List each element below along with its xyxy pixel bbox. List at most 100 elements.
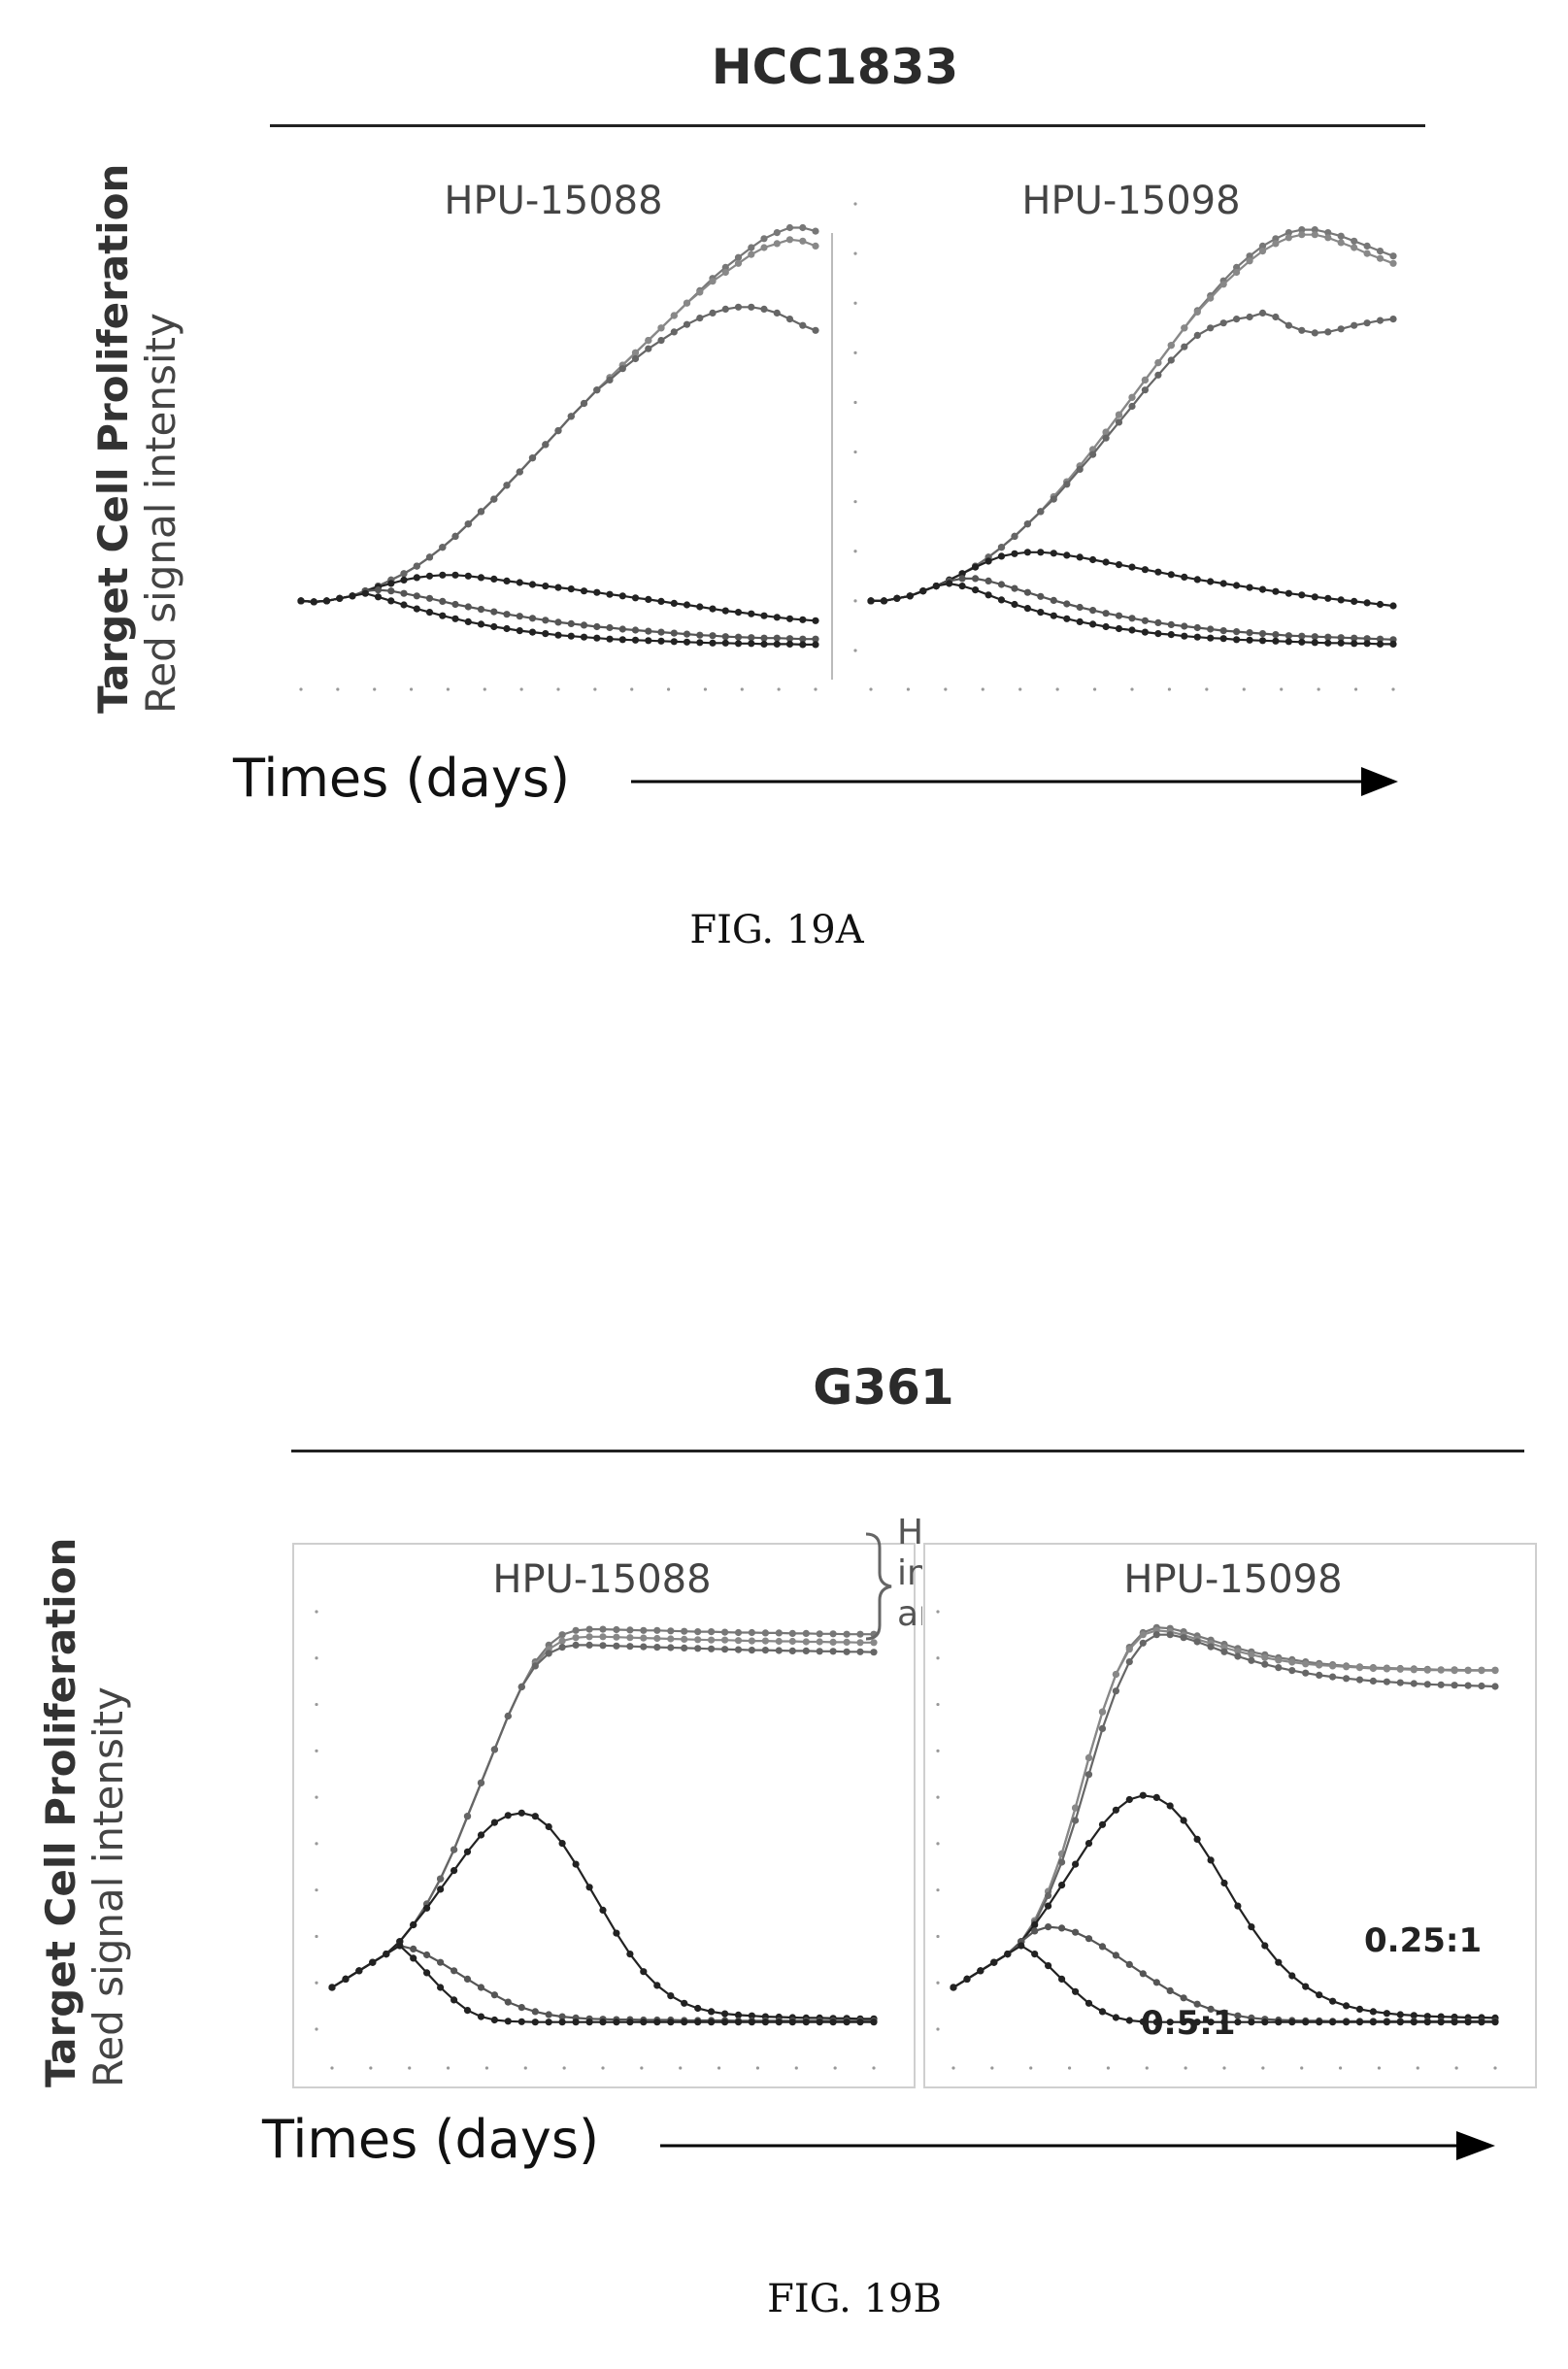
data-point <box>856 1630 864 1638</box>
data-point <box>1363 635 1371 643</box>
data-point <box>1311 231 1318 239</box>
data-point <box>1464 1682 1472 1689</box>
data-point <box>528 628 537 636</box>
data-point <box>599 1633 607 1641</box>
data-point <box>423 1951 431 1959</box>
x-tick-mark <box>562 2066 566 2070</box>
data-point <box>1233 636 1241 644</box>
data-point <box>1125 1960 1133 1968</box>
data-point <box>1193 1638 1201 1646</box>
data-point <box>450 1967 458 1975</box>
data-point <box>1031 1951 1039 1958</box>
data-point <box>542 583 550 590</box>
data-point <box>1288 1658 1296 1666</box>
data-point <box>599 2019 607 2026</box>
series-5 <box>297 589 819 649</box>
data-point <box>946 580 953 587</box>
data-point <box>1302 1983 1310 1990</box>
data-point <box>653 1626 661 1634</box>
data-point <box>599 1625 607 1633</box>
data-point <box>567 585 575 593</box>
y-tick-mark <box>936 1656 940 1660</box>
data-point <box>1298 638 1306 646</box>
series-1 <box>297 236 819 606</box>
y-tick-mark <box>853 500 857 504</box>
data-point <box>1115 561 1123 569</box>
data-point <box>1437 2019 1445 2026</box>
data-point <box>413 562 420 570</box>
data-point <box>812 227 819 235</box>
data-point <box>708 1636 716 1644</box>
data-point <box>670 599 678 607</box>
data-point <box>1102 610 1110 617</box>
data-point <box>387 597 395 605</box>
data-point <box>1220 2019 1228 2026</box>
series-line <box>300 226 817 604</box>
data-point <box>1275 1656 1283 1664</box>
data-point <box>761 1629 769 1637</box>
data-point <box>1298 591 1306 599</box>
series-line <box>300 238 817 604</box>
data-point <box>977 1967 984 1975</box>
data-point <box>545 2011 552 2019</box>
data-point <box>1166 2019 1174 2026</box>
y-tick-mark <box>936 1749 940 1752</box>
data-point <box>775 2019 783 2026</box>
data-point <box>1337 232 1345 240</box>
data-point <box>413 592 420 600</box>
data-point <box>1396 1679 1404 1686</box>
data-point <box>1152 2019 1160 2026</box>
x-tick-mark <box>944 687 948 691</box>
data-point <box>1248 2019 1255 2026</box>
data-point <box>843 2019 851 2026</box>
data-point <box>1272 240 1280 248</box>
data-point <box>477 1984 485 1991</box>
data-point <box>1207 1643 1215 1651</box>
data-point <box>1324 594 1332 602</box>
data-point <box>667 1635 675 1643</box>
data-point <box>785 236 794 244</box>
y-tick-mark <box>315 1656 318 1660</box>
data-point <box>1410 2019 1418 2026</box>
data-point <box>1098 1943 1107 1951</box>
data-point <box>1284 632 1292 640</box>
data-point <box>972 563 980 571</box>
y-tick-mark <box>936 2027 940 2031</box>
data-point <box>585 1884 593 1891</box>
data-point <box>631 594 640 602</box>
data-point <box>1180 1634 1187 1642</box>
data-point <box>1154 568 1162 576</box>
x-tick-mark <box>409 687 414 691</box>
data-point <box>349 592 356 600</box>
data-point <box>490 608 498 616</box>
data-point <box>775 1647 783 1654</box>
data-point <box>1220 1879 1228 1887</box>
data-point <box>516 613 523 620</box>
data-point <box>1115 418 1123 426</box>
data-point <box>1234 1902 1242 1910</box>
data-point <box>1098 1820 1107 1828</box>
x-tick-mark <box>777 687 781 691</box>
data-point <box>1261 1942 1269 1950</box>
data-point <box>667 1627 675 1635</box>
data-point <box>626 2019 634 2026</box>
data-point <box>545 2019 552 2026</box>
data-point <box>516 468 523 476</box>
data-point <box>958 583 966 590</box>
y-tick-mark <box>936 1888 940 1892</box>
data-point <box>1396 1665 1404 1673</box>
x-tick-mark <box>1353 687 1358 691</box>
data-point <box>618 625 626 633</box>
data-point <box>1410 1666 1418 1674</box>
data-point <box>816 2019 823 2026</box>
data-point <box>1284 234 1292 242</box>
data-point <box>374 593 383 601</box>
ratio-label: 0.25:1 <box>1364 1921 1482 1960</box>
data-point <box>761 1647 769 1654</box>
x-tick-mark <box>951 2066 955 2070</box>
series-4 <box>297 586 819 643</box>
data-point <box>683 299 691 307</box>
data-point <box>1337 325 1345 333</box>
data-point <box>463 1813 472 1820</box>
data-point <box>1102 434 1110 442</box>
